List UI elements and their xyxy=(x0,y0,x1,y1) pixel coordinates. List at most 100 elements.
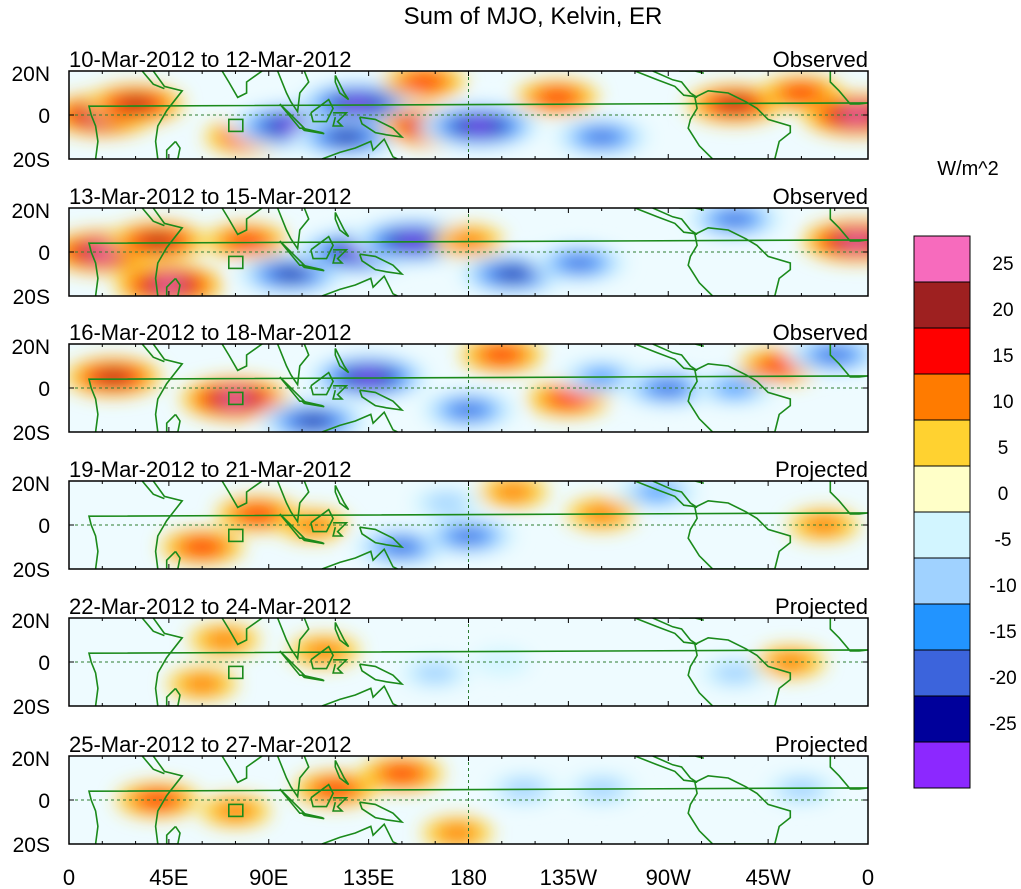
coastline xyxy=(321,547,398,569)
lat-label: 20S xyxy=(13,149,50,172)
panel-date-range: 13-Mar-2012 to 15-Mar-2012 xyxy=(69,184,351,209)
coastline xyxy=(332,796,349,812)
lat-label: 20S xyxy=(13,286,50,309)
coastline xyxy=(87,618,868,706)
colorbar-swatch xyxy=(913,327,971,375)
anomaly-contour xyxy=(436,823,479,843)
lon-label: 0 xyxy=(63,865,75,889)
anomaly-contour xyxy=(398,235,428,247)
lat-label: 20N xyxy=(11,610,50,633)
lat-label: 0 xyxy=(38,790,50,813)
lat-label: 0 xyxy=(38,515,50,538)
coastline xyxy=(321,274,398,296)
coastline xyxy=(141,756,165,775)
coastlines xyxy=(87,481,868,569)
colorbar-label: 20 xyxy=(992,300,1013,321)
coastline xyxy=(152,344,184,432)
coastline xyxy=(165,550,181,569)
panel-status: Observed xyxy=(773,184,868,209)
colorbar-swatch xyxy=(913,741,971,789)
panel-date-range: 22-Mar-2012 to 24-Mar-2012 xyxy=(69,594,351,619)
colorbar-swatch xyxy=(913,649,971,697)
map-panel: 20N 0 20S 19-Mar-2012 to 21-Mar-2012 Project… xyxy=(11,457,869,582)
anomaly-contour xyxy=(228,233,265,249)
colorbar-swatch xyxy=(913,465,971,513)
anomaly-contour xyxy=(141,234,174,248)
colorbar-label: -20 xyxy=(989,668,1016,689)
coastline xyxy=(276,208,310,251)
colorbar-label: -10 xyxy=(989,576,1016,597)
lat-label: 0 xyxy=(38,378,50,401)
anomaly-contour xyxy=(761,358,798,374)
anomaly-contour xyxy=(484,347,520,363)
lat-label: 20S xyxy=(13,834,50,857)
anomaly-contour xyxy=(498,268,528,280)
lat-label: 0 xyxy=(38,652,50,675)
coastline xyxy=(221,71,263,99)
coastline xyxy=(358,526,405,549)
coastline xyxy=(687,774,792,844)
anomaly-field xyxy=(116,756,837,844)
coastline xyxy=(165,140,181,159)
panel-status: Projected xyxy=(775,594,868,619)
coastlines xyxy=(87,756,868,844)
anomaly-contour xyxy=(563,256,596,270)
coastline xyxy=(310,98,334,123)
coastline xyxy=(141,618,165,637)
coastline xyxy=(221,618,263,646)
map-panel: 20N 0 20S 13-Mar-2012 to 15-Mar-2012 Observe… xyxy=(11,184,869,309)
coastline xyxy=(679,481,704,484)
anomaly-contour xyxy=(652,381,685,395)
coastline xyxy=(141,208,165,227)
map-panels: 20N 0 20S 10-Mar-2012 to 12-Mar-2012 Observe… xyxy=(11,47,869,857)
region-box xyxy=(228,255,244,270)
map-panel: 20N 0 20S 25-Mar-2012 to 27-Mar-2012 Project… xyxy=(11,732,869,857)
anomaly-contour xyxy=(713,663,756,683)
coastline xyxy=(358,663,405,686)
coastline xyxy=(276,71,310,114)
anomaly-contour xyxy=(783,85,820,101)
lon-label: 45W xyxy=(746,865,791,889)
coastline xyxy=(332,521,349,537)
region-box xyxy=(228,391,244,406)
coastline xyxy=(334,75,350,101)
coastline xyxy=(679,618,704,621)
map-panel: 20N 0 20S 10-Mar-2012 to 12-Mar-2012 Observe… xyxy=(11,47,869,172)
anomaly-contour xyxy=(119,97,152,111)
lon-label: 180 xyxy=(450,865,487,889)
anomaly-contour xyxy=(276,268,306,280)
coastline xyxy=(334,485,350,511)
coastline xyxy=(165,825,181,844)
coastline xyxy=(141,344,165,363)
lat-label: 20S xyxy=(13,696,50,719)
panel-date-range: 10-Mar-2012 to 12-Mar-2012 xyxy=(69,47,351,72)
coastline xyxy=(221,344,263,372)
coastline xyxy=(679,756,704,759)
colorbar-label: -25 xyxy=(989,714,1016,735)
colorbar-swatch xyxy=(913,603,971,651)
coastline xyxy=(87,756,868,844)
colorbar-label: -15 xyxy=(989,622,1016,643)
anomaly-contour xyxy=(818,348,851,362)
coastline xyxy=(334,622,350,648)
region-box xyxy=(228,665,244,680)
anomaly-contour xyxy=(354,371,383,383)
lon-label: 45E xyxy=(149,865,188,889)
coastline xyxy=(276,481,310,524)
lat-label: 20S xyxy=(13,559,50,582)
coastline xyxy=(358,801,405,824)
colorbar-swatch xyxy=(913,511,971,559)
coastline xyxy=(321,822,398,844)
anomaly-contour xyxy=(802,515,845,535)
anomaly-contour xyxy=(220,393,251,405)
coastline xyxy=(687,499,792,569)
coastline xyxy=(334,348,350,374)
coastline xyxy=(141,71,165,90)
coastlines xyxy=(87,344,868,432)
lat-label: 0 xyxy=(38,242,50,265)
coastline xyxy=(87,71,868,159)
coastline xyxy=(687,636,792,706)
anomaly-field xyxy=(167,624,826,700)
colorbar-swatch xyxy=(913,281,971,329)
